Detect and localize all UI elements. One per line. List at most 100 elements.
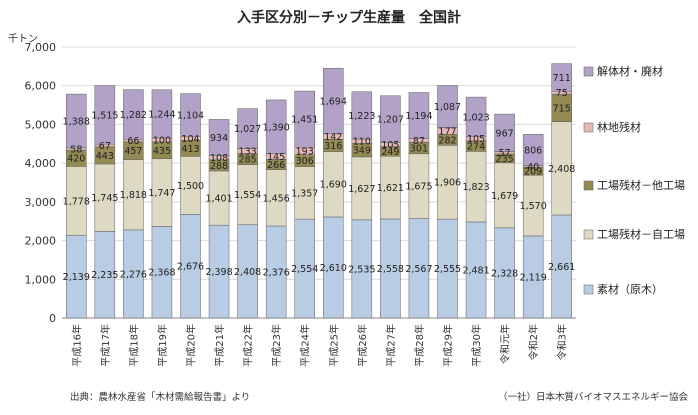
data-label: 967 bbox=[496, 128, 514, 139]
data-label: 1,357 bbox=[291, 188, 318, 199]
data-label: 1,906 bbox=[434, 178, 461, 189]
data-label: 1,690 bbox=[320, 180, 347, 191]
data-label: 193 bbox=[296, 147, 314, 158]
y-tick-label: 3,000 bbox=[25, 196, 57, 209]
bar-segment bbox=[323, 67, 344, 135]
bar-segment bbox=[551, 63, 572, 92]
data-label: 274 bbox=[467, 142, 485, 153]
data-label: 145 bbox=[267, 152, 285, 163]
data-label: 420 bbox=[67, 154, 85, 165]
data-label: 1,401 bbox=[205, 194, 232, 205]
data-label: 1,390 bbox=[263, 122, 290, 133]
bar-segment bbox=[380, 95, 401, 143]
data-label: 57 bbox=[499, 148, 511, 159]
data-label: 2,676 bbox=[177, 262, 204, 273]
bar-segment bbox=[237, 108, 258, 149]
data-label: 2,276 bbox=[120, 269, 147, 280]
chart-title: 入手区分別－チップ生産量 全国計 bbox=[237, 9, 461, 26]
x-tick-label: 平成26年 bbox=[356, 324, 369, 367]
legend-swatch bbox=[583, 180, 594, 191]
legend-swatch bbox=[583, 66, 594, 77]
data-label: 1,778 bbox=[63, 196, 90, 207]
data-label: 316 bbox=[324, 141, 342, 152]
y-tick-label: 4,000 bbox=[25, 157, 57, 170]
x-tick-label: 令和元年 bbox=[499, 324, 512, 364]
x-tick-label: 平成16年 bbox=[70, 324, 83, 367]
data-label: 1,244 bbox=[148, 109, 175, 120]
x-tick-label: 平成28年 bbox=[413, 324, 426, 367]
data-label: 443 bbox=[96, 151, 114, 162]
data-label: 806 bbox=[524, 145, 542, 156]
data-label: 66 bbox=[127, 136, 139, 147]
data-label: 133 bbox=[239, 147, 257, 158]
x-tick-label: 平成20年 bbox=[185, 324, 198, 367]
y-tick-label: 0 bbox=[49, 312, 56, 325]
y-tick-label: 6,000 bbox=[25, 80, 57, 93]
data-label: 1,500 bbox=[177, 181, 204, 192]
data-label: 67 bbox=[99, 141, 111, 152]
data-label: 235 bbox=[496, 154, 514, 165]
data-label: 715 bbox=[553, 103, 571, 114]
x-tick-label: 平成24年 bbox=[299, 324, 312, 367]
data-label: 104 bbox=[181, 134, 199, 145]
bar-segment bbox=[94, 85, 116, 145]
data-label: 2,139 bbox=[63, 272, 90, 283]
data-label: 249 bbox=[381, 147, 399, 158]
grid-lines bbox=[62, 46, 576, 280]
legend-label: 解体材・廃材 bbox=[597, 64, 663, 78]
bar-segment bbox=[408, 92, 430, 140]
bar-segment bbox=[66, 93, 87, 149]
data-label: 1,194 bbox=[405, 111, 432, 122]
data-label: 2,119 bbox=[520, 272, 547, 283]
legend-label: 素材（原木） bbox=[597, 282, 663, 296]
bar-segment bbox=[494, 113, 515, 152]
x-tick-label: 平成22年 bbox=[242, 324, 255, 367]
data-label: 1,747 bbox=[148, 188, 175, 199]
data-label: 2,554 bbox=[291, 264, 318, 275]
y-tick-label: 7,000 bbox=[25, 41, 57, 54]
data-label: 1,694 bbox=[320, 97, 347, 108]
data-label: 2,661 bbox=[548, 262, 575, 273]
data-label: 1,515 bbox=[91, 110, 118, 121]
bar-segment bbox=[465, 96, 487, 137]
data-label: 711 bbox=[553, 73, 571, 84]
x-tick-label: 平成23年 bbox=[270, 324, 283, 367]
bar-segment bbox=[351, 91, 373, 140]
data-label: 2,398 bbox=[205, 267, 232, 278]
bar-segment bbox=[522, 134, 544, 166]
bar-segment bbox=[265, 99, 287, 154]
y-unit-label: 千トン bbox=[8, 33, 38, 45]
data-label: 108 bbox=[210, 153, 228, 164]
legend-label: 工場残材－自工場 bbox=[597, 227, 685, 241]
data-label: 2,481 bbox=[462, 265, 489, 276]
bar-segment bbox=[123, 89, 144, 140]
x-tick-label: 平成27年 bbox=[384, 324, 397, 367]
data-label: 2,555 bbox=[434, 264, 461, 275]
y-tick-label: 5,000 bbox=[25, 118, 57, 131]
y-tick-label: 1,000 bbox=[25, 273, 57, 286]
data-label: 2,376 bbox=[263, 268, 290, 279]
data-label: 2,535 bbox=[348, 264, 375, 275]
data-label: 40 bbox=[527, 162, 539, 173]
data-label: 934 bbox=[210, 133, 228, 144]
legend-swatch bbox=[583, 122, 594, 133]
x-tick-label: 平成29年 bbox=[442, 324, 455, 367]
x-tick-label: 平成25年 bbox=[327, 324, 340, 367]
data-label: 1,554 bbox=[234, 190, 261, 201]
data-label: 266 bbox=[267, 160, 285, 171]
data-label: 142 bbox=[324, 132, 342, 143]
data-label: 288 bbox=[210, 161, 228, 172]
data-label: 1,104 bbox=[177, 110, 204, 121]
x-tick-label: 令和3年 bbox=[556, 324, 569, 360]
data-label: 285 bbox=[239, 155, 257, 166]
data-label: 1,621 bbox=[377, 183, 404, 194]
x-tick-label: 平成18年 bbox=[127, 324, 140, 367]
data-label: 1,451 bbox=[291, 115, 318, 126]
data-label: 1,207 bbox=[377, 115, 404, 126]
data-label: 58 bbox=[70, 144, 82, 155]
x-tick-label: 平成17年 bbox=[99, 324, 112, 367]
data-label: 301 bbox=[410, 143, 428, 154]
legend-label: 工場残材－他工場 bbox=[597, 178, 685, 192]
